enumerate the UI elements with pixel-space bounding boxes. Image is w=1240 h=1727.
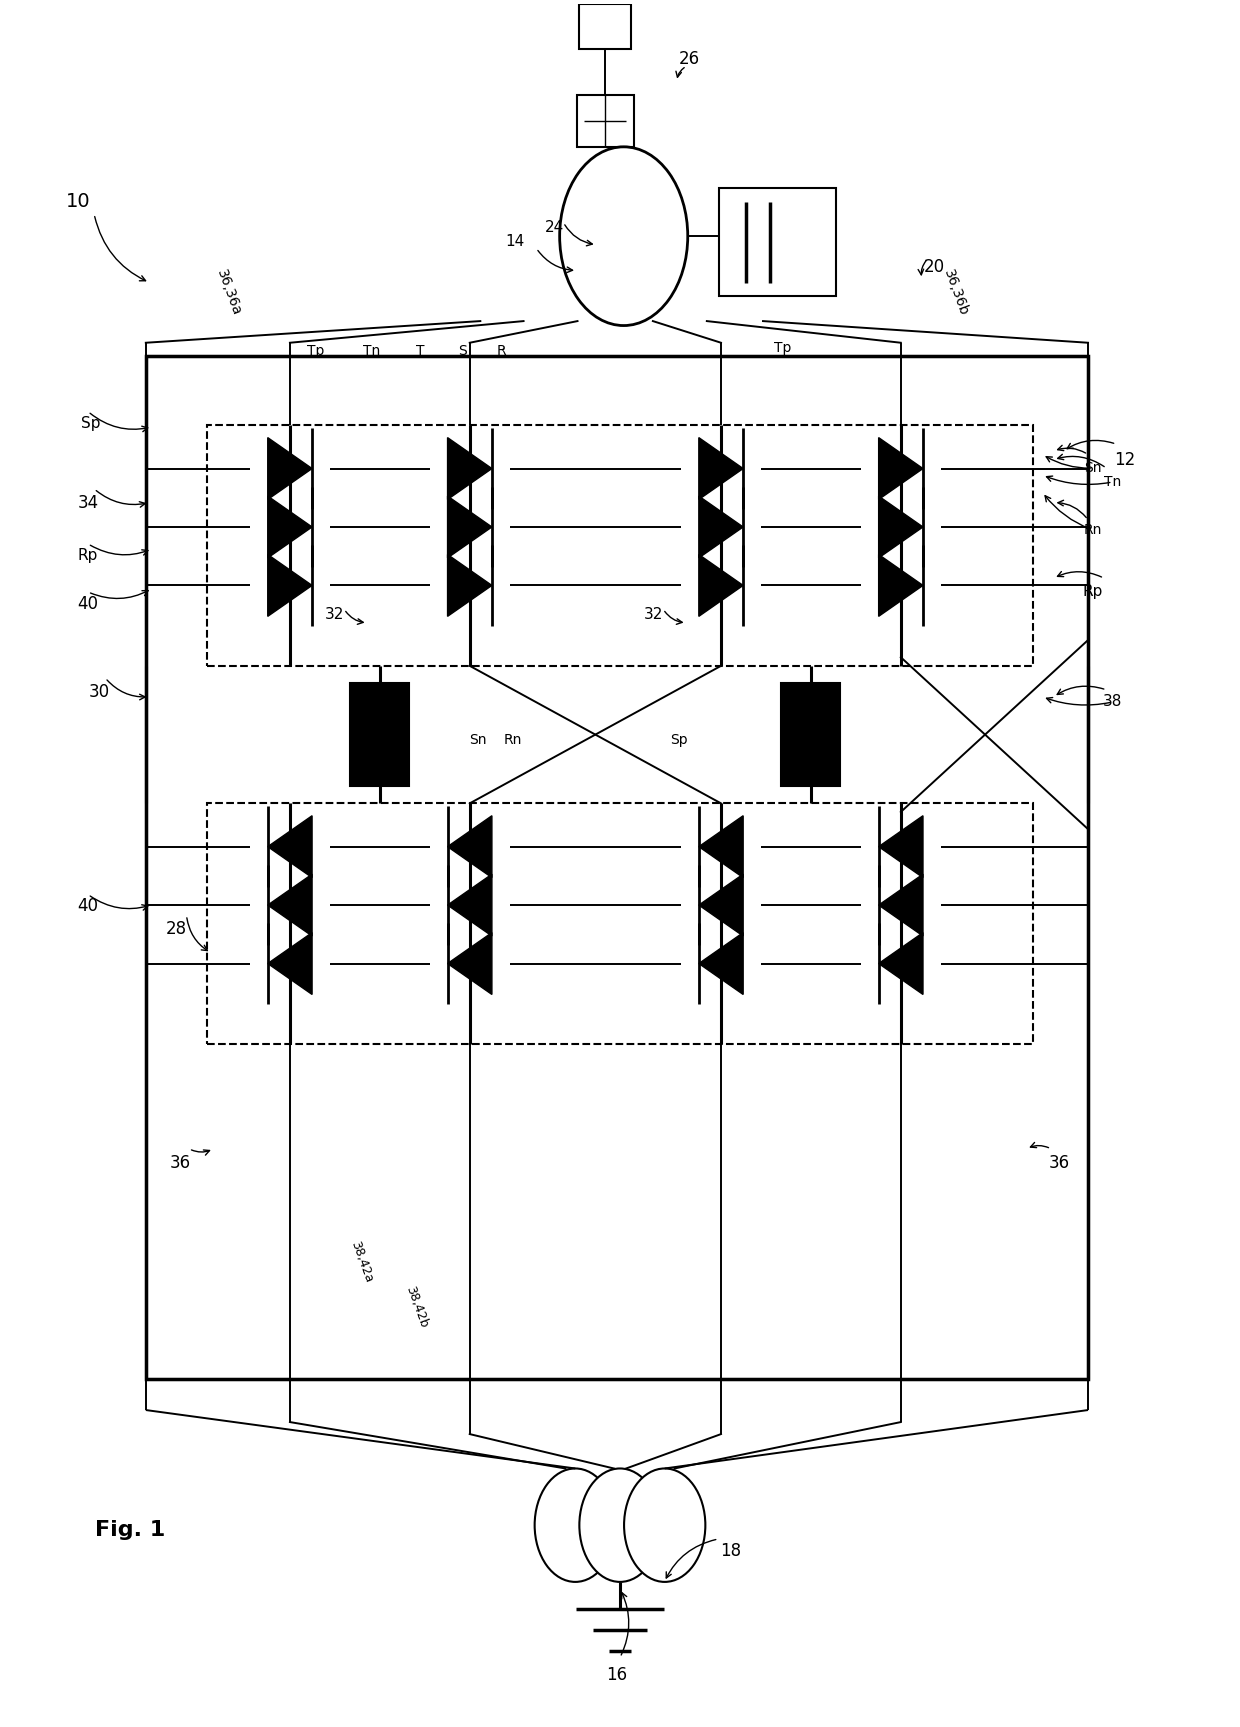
Polygon shape [879,874,923,936]
Text: Sn: Sn [1084,461,1101,475]
Text: S: S [458,344,466,357]
Bar [350,684,409,786]
Text: 38,42b: 38,42b [403,1285,430,1330]
Polygon shape [448,874,492,936]
Text: Rp: Rp [1083,584,1104,599]
Text: T: T [417,344,425,357]
Text: 32: 32 [644,606,663,622]
Text: Tn: Tn [1104,475,1121,489]
Bar [718,188,836,297]
Text: Fig. 1: Fig. 1 [94,1520,165,1540]
Text: 38: 38 [1102,694,1122,710]
Text: Tp: Tp [308,344,325,357]
Polygon shape [448,933,492,995]
Text: 36,36b: 36,36b [941,268,971,318]
Text: 40: 40 [77,596,98,613]
Circle shape [579,1468,661,1582]
Polygon shape [448,437,492,499]
Polygon shape [699,554,743,617]
Text: Rn: Rn [1084,523,1102,537]
Polygon shape [879,933,923,995]
Bar [207,425,1033,667]
Polygon shape [268,437,312,499]
Polygon shape [699,496,743,558]
Polygon shape [448,815,492,877]
Polygon shape [879,496,923,558]
Polygon shape [879,554,923,617]
Text: 26: 26 [678,50,699,67]
Polygon shape [879,437,923,499]
Text: 24: 24 [546,219,564,235]
Polygon shape [699,437,743,499]
Polygon shape [448,554,492,617]
Text: Sp: Sp [81,416,100,432]
Text: 32: 32 [325,606,343,622]
Text: Rp: Rp [78,549,98,563]
Text: Tp: Tp [774,340,791,356]
Text: 18: 18 [720,1542,742,1559]
Text: Sp: Sp [671,732,688,746]
Bar [579,3,631,48]
Text: 36,36a: 36,36a [213,268,243,318]
Text: 40: 40 [77,898,98,915]
Text: 36: 36 [170,1154,191,1171]
Text: 12: 12 [1115,451,1136,468]
Circle shape [624,1468,706,1582]
Text: 38,42a: 38,42a [348,1240,374,1285]
Bar [207,803,1033,1043]
Polygon shape [879,815,923,877]
Polygon shape [448,496,492,558]
Text: Tn: Tn [362,344,379,357]
Text: Rn: Rn [503,732,522,746]
Polygon shape [699,933,743,995]
Polygon shape [699,874,743,936]
Text: 20: 20 [924,257,945,276]
Polygon shape [268,815,312,877]
Text: 30: 30 [88,682,109,701]
Text: 10: 10 [66,192,91,211]
Polygon shape [268,874,312,936]
Bar [577,95,634,147]
Polygon shape [699,815,743,877]
Text: 14: 14 [506,233,525,249]
Circle shape [534,1468,616,1582]
Circle shape [559,147,688,326]
Polygon shape [268,554,312,617]
Text: R: R [497,344,507,357]
Text: 34: 34 [77,494,98,511]
Polygon shape [268,933,312,995]
Text: 28: 28 [166,920,187,938]
Bar [781,684,841,786]
Text: 36: 36 [1049,1154,1070,1171]
Text: Sn: Sn [470,732,487,746]
Bar [146,356,1087,1380]
Text: 16: 16 [606,1667,627,1684]
Polygon shape [268,496,312,558]
